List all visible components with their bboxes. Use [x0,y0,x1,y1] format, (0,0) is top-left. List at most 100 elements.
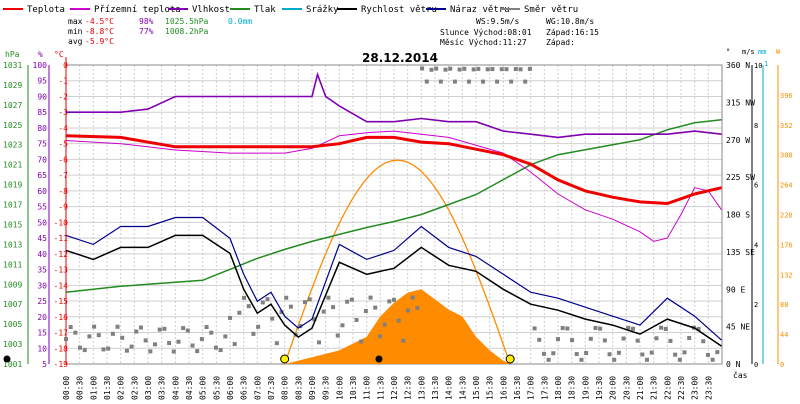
solar-tick-label: 396 [780,92,793,100]
wind-direction-point [705,352,710,357]
legend: Teplota Přízemní teplota Vlhkost Tlak Srážky… [3,5,578,15]
solar-tick-label: 44 [780,331,788,339]
solar-tick-label: 352 [780,122,793,130]
temperature-tick-label: -18 [54,344,69,353]
wind-direction-point [677,357,682,362]
series-solar-theoretical [284,159,511,365]
x-tick-label: 14:30 [458,376,467,400]
wind-direction-point [340,323,345,328]
temperature-tick-label: -14 [54,281,69,290]
moonrise-marker [375,355,383,363]
humidity-tick-label: 20 [37,313,47,322]
x-tick-label: 11:30 [376,376,385,400]
wind-direction-point [349,297,354,302]
sunrise-marker [280,354,290,364]
wind-direction-point [593,325,598,330]
x-tick-label: 16:00 [499,376,508,400]
x-tick-label: 14:00 [445,376,454,400]
pressure-tick-label: 1013 [3,240,22,249]
legend-label: Náraz větru [450,5,510,15]
wind-direction-point [410,295,415,300]
wind-direction-point [317,340,322,345]
temperature-tick-label: -3 [58,108,68,117]
wind-direction-point [443,67,448,72]
wind-direction-point [171,349,176,354]
temperature-tick-label: -9 [58,203,68,212]
x-tick-label: 12:00 [390,376,399,400]
solar-tick-label: 88 [780,301,788,309]
wind-direction-point [64,337,68,342]
wind-direction-point [363,309,368,314]
wind-direction-point [246,304,251,309]
x-tick-label: 09:00 [308,376,317,400]
x-tick-label: 20:00 [609,376,618,400]
humidity-tick-label: 30 [37,281,47,290]
wind-tick-label: 2 [754,301,758,309]
humidity-tick-label: 75 [37,140,47,149]
x-tick-label: 07:00 [253,376,262,400]
legend-label: Tlak [254,5,276,15]
chart-title: 28.12.2014 [362,51,438,65]
stats-hum: 77% [139,27,154,36]
wind-direction-point [307,297,312,302]
temperature-tick-label: -4 [58,124,68,133]
x-tick-label: 22:00 [663,376,672,400]
wind-direction-point [298,324,303,329]
wind-direction-point [260,300,265,305]
wind-direction-point [499,67,504,72]
wind-gust-max: WG:10.8m/s [546,17,594,26]
x-tick-label: 04:00 [171,376,180,400]
x-tick-label: 03:00 [144,376,153,400]
wind-direction-point [476,66,481,71]
direction-axis-unit: ° [726,48,730,56]
wind-direction-point [429,67,434,72]
wind-direction-point [120,335,125,340]
wind-direction-point [321,309,326,314]
wind-direction-point [518,67,523,72]
wind-direction-point [635,338,640,343]
series-temperature [65,134,722,206]
wind-direction-point [527,66,532,71]
x-tick-label: 20:30 [622,376,631,400]
wind-direction-point [490,67,495,72]
solar-tick-label: 308 [780,152,793,160]
wind-direction-point [368,295,373,300]
wind-direction-point [134,329,139,334]
temperature-tick-label: -19 [54,360,69,369]
direction-tick-label: 315 NW [726,98,755,107]
wind-direction-point [101,347,106,352]
rain-tick-label: 1 [764,60,768,68]
wind-direction-point [335,333,340,338]
wind-direction-point [302,300,307,305]
left-axes: hPa1031102910271025102310211019101710151… [3,50,68,369]
wind-direction-point [424,79,429,84]
wind-direction-point [392,297,396,302]
wind-tick-label: 8 [754,122,758,130]
wind-direction-point [513,67,518,72]
wind-direction-point [270,316,275,321]
x-tick-label: 00:00 [62,376,71,400]
legend-label: Rychlost větru [361,5,437,15]
temperature-tick-label: -12 [54,250,69,259]
x-tick-label: 22:30 [677,376,686,400]
wind-direction-point [504,67,509,72]
wind-direction-point [223,334,228,339]
humidity-tick-label: 15 [37,329,47,338]
humidity-tick-label: 90 [37,92,47,101]
x-tick-label: 02:00 [117,376,126,400]
x-tick-label: 00:30 [76,376,85,400]
temperature-axis-unit: °C [54,50,64,59]
x-tick-label: 05:00 [199,376,208,400]
stats-label: max [68,17,83,26]
wind-direction-point [607,352,612,357]
x-tick-label: 11:00 [363,376,372,400]
pressure-tick-label: 1007 [3,300,22,309]
legend-label: Vlhkost [192,5,230,15]
x-tick-label: 07:30 [267,376,276,400]
wind-direction-point [232,342,237,347]
solar-tick-label: 220 [780,212,793,220]
solar-tick-label: 176 [780,241,793,249]
solar-tick-label: 0 [780,361,784,369]
